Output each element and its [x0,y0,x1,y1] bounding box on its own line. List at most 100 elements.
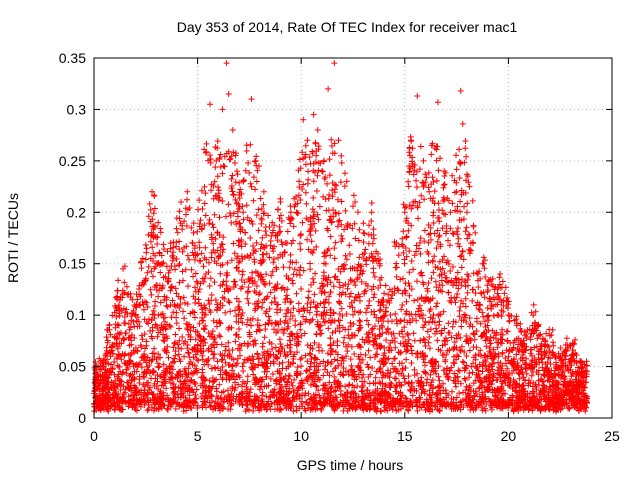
data-point [122,360,129,367]
data-point [360,239,367,246]
data-point [535,367,542,374]
data-point [187,323,194,330]
data-point [399,302,406,309]
data-point [337,317,344,324]
data-point [540,388,547,395]
data-point [440,198,447,205]
data-point [568,391,575,398]
data-point [466,347,473,354]
data-point [173,225,180,232]
data-point [103,347,110,354]
data-point [255,163,262,170]
data-point [320,282,327,289]
data-point [138,332,145,339]
data-point [550,342,557,349]
data-point [258,215,265,222]
data-point [170,385,177,392]
data-point [433,358,440,365]
data-point [215,184,222,191]
data-point [461,159,468,166]
data-point [283,396,290,403]
data-point [287,220,294,227]
data-point [279,359,286,366]
data-point [446,297,453,304]
data-point [430,219,437,226]
data-point [418,295,425,302]
data-point [381,360,388,367]
data-point [342,207,349,214]
data-point [312,382,319,389]
data-point [493,377,500,384]
data-point [200,384,207,391]
data-point [421,238,428,245]
data-point [321,401,328,408]
data-point [439,342,446,349]
data-point [148,229,155,236]
data-point [177,301,184,308]
data-point [438,277,445,284]
data-point [279,284,286,291]
data-point [205,329,212,336]
data-point [324,180,331,187]
data-point [472,290,479,297]
data-point [240,360,247,367]
data-point [318,406,325,413]
data-point [253,328,260,335]
data-point [192,299,199,306]
data-point [333,182,340,189]
data-point [465,374,472,381]
data-point [147,286,154,293]
data-point [144,394,151,401]
data-point [203,392,210,399]
data-point [269,388,276,395]
data-point [263,368,270,375]
data-point [407,165,414,172]
data-point [358,278,365,285]
data-point [425,184,432,191]
data-point [562,362,569,369]
data-point [259,299,266,306]
data-point [502,360,509,367]
data-point [316,392,323,399]
data-point [464,235,471,242]
data-point [400,372,407,379]
data-point [420,356,427,363]
data-point [343,353,350,360]
data-point [214,229,221,236]
data-point [243,202,250,209]
data-point [331,379,338,386]
data-point [144,269,151,276]
data-point [493,329,500,336]
data-point [414,407,421,414]
data-point [214,358,221,365]
data-point [220,404,227,411]
data-point [570,341,577,348]
data-point [582,367,589,374]
data-point [270,360,277,367]
data-point [393,273,400,280]
data-point [349,225,356,232]
data-point [341,261,348,268]
data-point [424,288,431,295]
data-point [392,398,399,405]
data-point [296,405,303,412]
data-point [361,250,368,257]
data-point [237,315,244,322]
data-point [386,347,393,354]
data-point [313,188,320,195]
data-point [264,293,271,300]
data-point [477,378,484,385]
data-point [415,215,422,222]
data-point [366,222,373,229]
data-point [504,338,511,345]
data-point [171,301,178,308]
data-point [550,382,557,389]
data-point [350,192,357,199]
data-point [234,355,241,362]
data-point [254,351,261,358]
data-points [91,60,591,415]
data-point [463,153,470,160]
data-point [207,393,214,400]
data-point [382,381,389,388]
data-point [256,386,263,393]
